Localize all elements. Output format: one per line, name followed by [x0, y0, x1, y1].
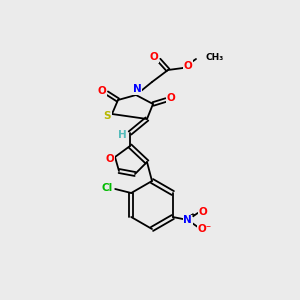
- Text: CH₃: CH₃: [205, 53, 223, 62]
- Text: O: O: [98, 86, 106, 96]
- Text: O: O: [198, 207, 207, 217]
- Text: O: O: [167, 93, 176, 103]
- Text: Cl: Cl: [102, 183, 113, 193]
- Text: N: N: [133, 84, 141, 94]
- Text: O: O: [150, 52, 158, 62]
- Text: O: O: [184, 61, 192, 71]
- Text: N: N: [183, 215, 192, 225]
- Text: O⁻: O⁻: [198, 224, 212, 234]
- Text: S: S: [103, 111, 111, 121]
- Text: H: H: [118, 130, 126, 140]
- Text: O: O: [106, 154, 114, 164]
- Text: +: +: [189, 212, 195, 218]
